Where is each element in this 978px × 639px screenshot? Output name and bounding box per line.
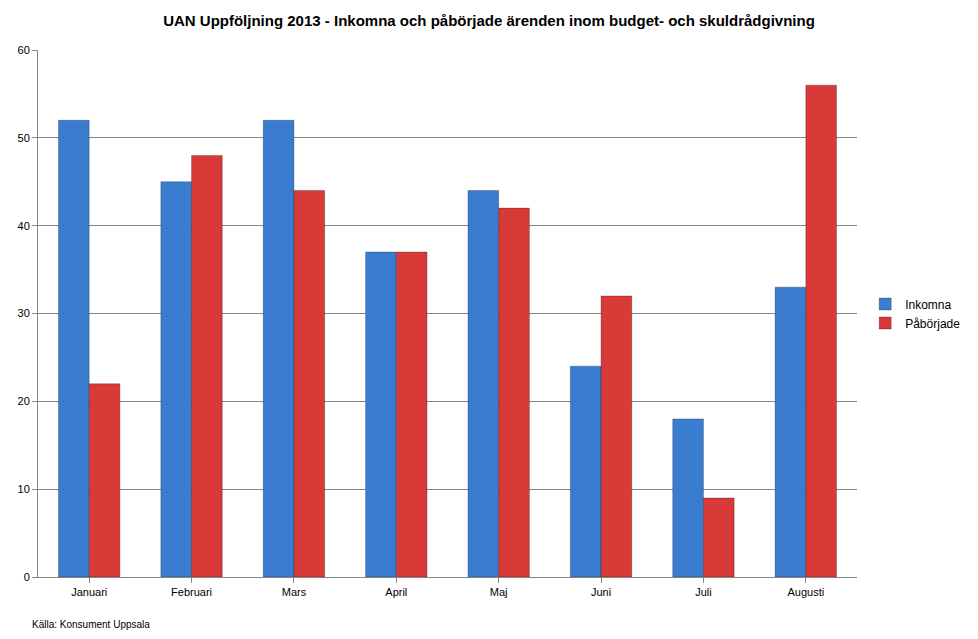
- svg-text:Maj: Maj: [490, 586, 508, 598]
- svg-text:50: 50: [18, 132, 30, 144]
- svg-text:Juli: Juli: [695, 586, 712, 598]
- svg-text:Februari: Februari: [171, 586, 212, 598]
- svg-text:20: 20: [18, 395, 30, 407]
- svg-text:Mars: Mars: [282, 586, 307, 598]
- svg-text:30: 30: [18, 307, 30, 319]
- svg-text:60: 60: [18, 44, 30, 56]
- svg-text:Inkomna: Inkomna: [905, 298, 951, 312]
- svg-text:UAN Uppföljning 2013 - Inkomna: UAN Uppföljning 2013 - Inkomna och påbör…: [163, 12, 815, 29]
- svg-text:Juni: Juni: [591, 586, 611, 598]
- svg-text:40: 40: [18, 220, 30, 232]
- svg-text:Källa: Konsument Uppsala: Källa: Konsument Uppsala: [32, 619, 150, 630]
- svg-text:10: 10: [18, 483, 30, 495]
- svg-text:0: 0: [24, 571, 30, 583]
- svg-text:Påbörjade: Påbörjade: [905, 317, 960, 331]
- svg-text:Augusti: Augusti: [787, 586, 824, 598]
- svg-text:April: April: [385, 586, 407, 598]
- svg-text:Januari: Januari: [71, 586, 107, 598]
